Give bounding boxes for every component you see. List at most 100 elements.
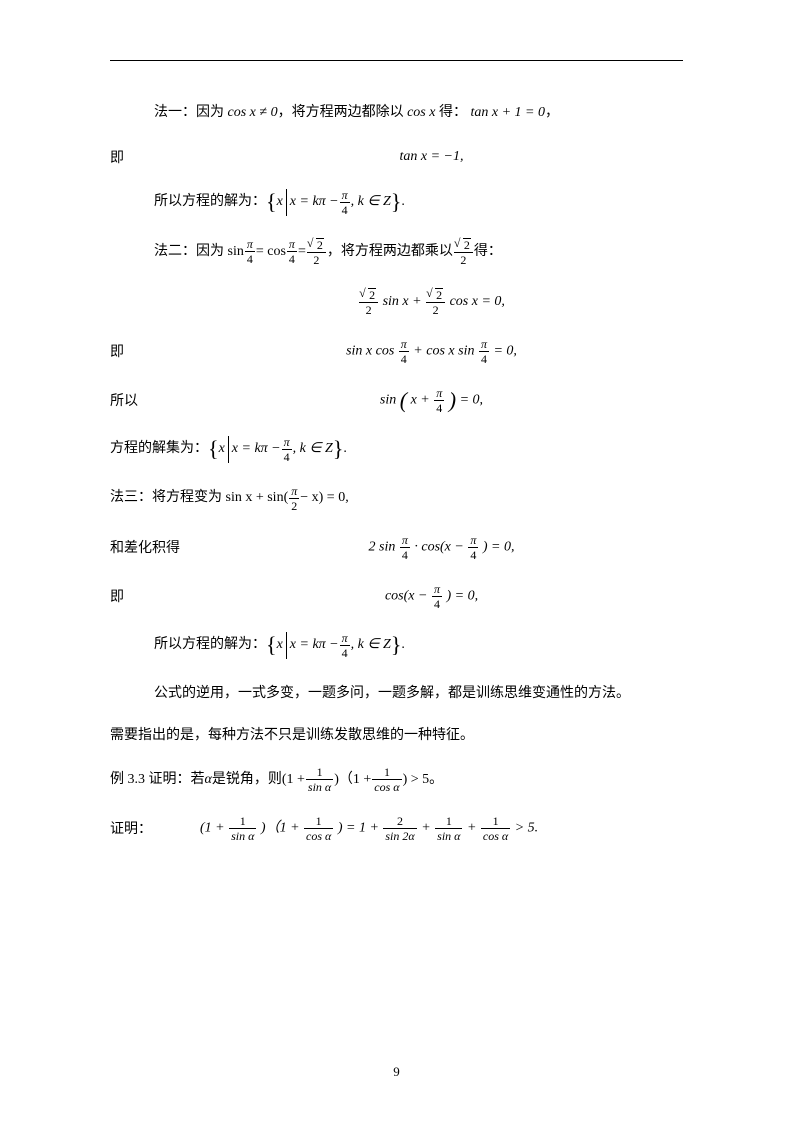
sol2-var: x: [219, 437, 225, 461]
ji2-eq: sin x cos π4 + cos x sin π4 = 0,: [180, 338, 683, 365]
sol3-post: , k ∈ Z: [351, 633, 391, 657]
ex-mid: 是锐角，则(1 +: [212, 768, 305, 792]
proof-line: 证明： (1 + 1sin α )（1 + 1cos α ) = 1 + 2si…: [110, 815, 683, 842]
m2-rad1: 2: [316, 238, 324, 251]
sol3-var: x: [277, 633, 283, 657]
sol1-four: 4: [340, 203, 350, 216]
solution1: 所以方程的解为： { x x = kπ − π 4 , k ∈ Z } .: [110, 189, 683, 216]
example-line: 例 3.3 证明：若 α 是锐角，则(1 + 1sin α )（1 + 1cos…: [110, 766, 683, 793]
ji3-4: 4: [432, 597, 442, 610]
pf-n4: 1: [435, 815, 462, 829]
pf-d1: sin α: [229, 829, 256, 842]
eq2a: 22 sin x + 22 cos x = 0,: [110, 288, 683, 316]
pf-d3: sin 2α: [383, 829, 416, 842]
ji2-41: 4: [399, 352, 409, 365]
m2-mid2: =: [298, 240, 306, 264]
m2-tail: ，将方程两边都乘以: [327, 240, 453, 264]
sy-4: 4: [434, 401, 444, 414]
pf-p2: +: [467, 821, 480, 836]
hc-41: 4: [400, 548, 410, 561]
sol2-frac: π4: [282, 436, 292, 463]
sy-eq: sin ( x + π4 ) = 0,: [180, 387, 683, 414]
ex-label: 例 3.3 证明：若: [110, 768, 205, 792]
m2-pi2: π: [287, 238, 297, 252]
ji2-pi1: π: [399, 338, 409, 352]
m2-21: 2: [307, 253, 326, 266]
pf-d5: cos α: [481, 829, 510, 842]
m1-cond: cos x ≠ 0: [224, 101, 278, 125]
eq2a-eq: 22 sin x + 22 cos x = 0,: [180, 288, 683, 316]
m2-suffix: 得：: [474, 240, 502, 264]
hecha: 和差化积得 2 sin π4 · cos(x − π4 ) = 0,: [110, 534, 683, 561]
sol3-pi: π: [340, 632, 350, 646]
solution3: 所以方程的解为： { x x = kπ − π4 , k ∈ Z } .: [110, 632, 683, 659]
eq2a-d2: 2: [426, 303, 445, 316]
hc-42: 4: [468, 548, 478, 561]
step-suoyi: 所以 sin ( x + π4 ) = 0,: [110, 387, 683, 414]
m3-prefix: 法三：将方程变为 sin x + sin(: [110, 486, 288, 510]
ex-d1: sin α: [306, 780, 333, 793]
hc-pi2: π: [468, 534, 478, 548]
m2-42: 4: [287, 252, 297, 265]
hc-pi1: π: [400, 534, 410, 548]
ex-f1: 1sin α: [306, 766, 333, 793]
pf-p1: +: [421, 821, 434, 836]
m2-pi1: π: [245, 238, 255, 252]
m1-div: cos x: [404, 101, 439, 125]
eq2a-t1: sin x +: [383, 294, 426, 309]
sy-rp: ): [449, 387, 456, 412]
ji1-eq: tan x = −1,: [180, 149, 683, 165]
m1-suffix: 得：: [439, 101, 467, 125]
m2-r1: 2: [307, 238, 326, 253]
pf-n2: 1: [304, 815, 333, 829]
sol2-4: 4: [282, 450, 292, 463]
ex-n1: 1: [306, 766, 333, 780]
m2-22: 2: [454, 253, 473, 266]
m2-r2: 2: [454, 238, 473, 253]
method1-line: 法一：因为 cos x ≠ 0 ，将方程两边都除以 cos x 得： tan x…: [110, 101, 683, 125]
sol3-bar: [286, 632, 287, 659]
m1-prefix: 法一：因为: [154, 101, 224, 125]
ji3-pre: cos(x −: [385, 589, 431, 604]
eq2a-r2: 2: [435, 288, 443, 301]
eq2a-d1: 2: [359, 303, 378, 316]
sol1-prefix: 所以方程的解为：: [154, 190, 266, 214]
step-ji-2: 即 sin x cos π4 + cos x sin π4 = 0,: [110, 338, 683, 365]
ji3-eq: cos(x − π4 ) = 0,: [180, 583, 683, 610]
sy-label: 所以: [110, 390, 180, 410]
ji2-mid: + cos x sin: [413, 344, 474, 359]
sol2-period: .: [343, 437, 347, 461]
ji3-pi: π: [432, 583, 442, 597]
pf-d2: cos α: [304, 829, 333, 842]
proof-label: 证明：: [110, 818, 180, 838]
sol2-post: , k ∈ Z: [293, 437, 333, 461]
ex-f2: 1cos α: [372, 766, 401, 793]
m3-2: 2: [289, 499, 299, 512]
sy-pre: sin: [380, 393, 400, 408]
sol1-frac: π 4: [340, 189, 350, 216]
sol3-prefix: 所以方程的解为：: [154, 633, 266, 657]
ex-d2: cos α: [372, 780, 401, 793]
sol1-eq-post: , k ∈ Z: [351, 190, 391, 214]
eq2a-t2: cos x = 0,: [450, 294, 505, 309]
sol1-bar: [286, 189, 287, 216]
m2-41: 4: [245, 252, 255, 265]
ex-mid2: )（1 +: [334, 768, 371, 792]
pf-n3: 2: [383, 815, 416, 829]
ji2-pre: sin x cos: [346, 344, 394, 359]
sol2-prefix: 方程的解集为：: [110, 437, 208, 461]
pf-b: )（1 +: [261, 821, 303, 836]
m2-mid1: = cos: [256, 240, 286, 264]
sy-lp: (: [400, 387, 407, 412]
sy-inner: x +: [411, 393, 434, 408]
hc-mid: · cos(x −: [414, 540, 467, 555]
m3-mid: − x) = 0,: [300, 486, 348, 510]
remark-l2: 需要指出的是，每种方法不只是训练发散思维的一种特征。: [110, 723, 683, 750]
page-container: 法一：因为 cos x ≠ 0 ，将方程两边都除以 cos x 得： tan x…: [0, 0, 793, 1122]
sol1-period: .: [401, 190, 405, 214]
ji3-post: ) = 0,: [446, 589, 478, 604]
sol3-frac: π4: [340, 632, 350, 659]
hc-label: 和差化积得: [110, 537, 200, 557]
m3-frac: π2: [289, 485, 299, 512]
hc-pre: 2 sin: [369, 540, 396, 555]
